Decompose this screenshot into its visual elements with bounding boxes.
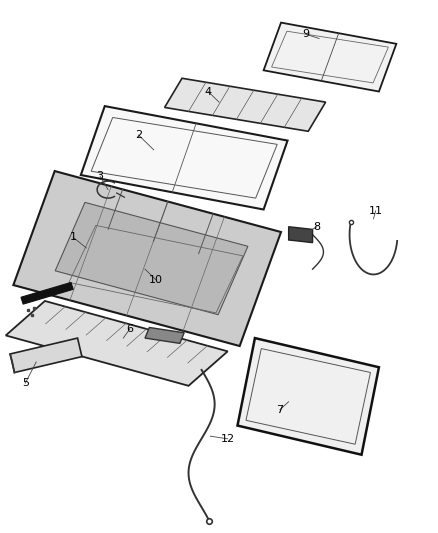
Polygon shape (264, 22, 396, 92)
Text: 1: 1 (70, 232, 77, 243)
Text: 11: 11 (369, 206, 383, 216)
Text: 2: 2 (135, 130, 142, 140)
Text: 5: 5 (22, 378, 29, 388)
Polygon shape (13, 171, 281, 346)
Text: 12: 12 (221, 434, 235, 444)
Polygon shape (289, 227, 313, 243)
Text: 10: 10 (149, 274, 163, 285)
Text: 7: 7 (276, 405, 283, 415)
Polygon shape (81, 106, 288, 209)
Polygon shape (237, 338, 379, 455)
Polygon shape (10, 338, 82, 373)
Polygon shape (21, 282, 73, 304)
Text: 4: 4 (205, 86, 212, 96)
Polygon shape (165, 78, 325, 131)
Polygon shape (55, 203, 248, 314)
Text: 6: 6 (126, 324, 133, 334)
Polygon shape (6, 301, 228, 386)
Polygon shape (145, 327, 184, 343)
Text: 9: 9 (303, 29, 310, 39)
Text: 3: 3 (97, 172, 104, 181)
Text: 8: 8 (313, 222, 321, 232)
